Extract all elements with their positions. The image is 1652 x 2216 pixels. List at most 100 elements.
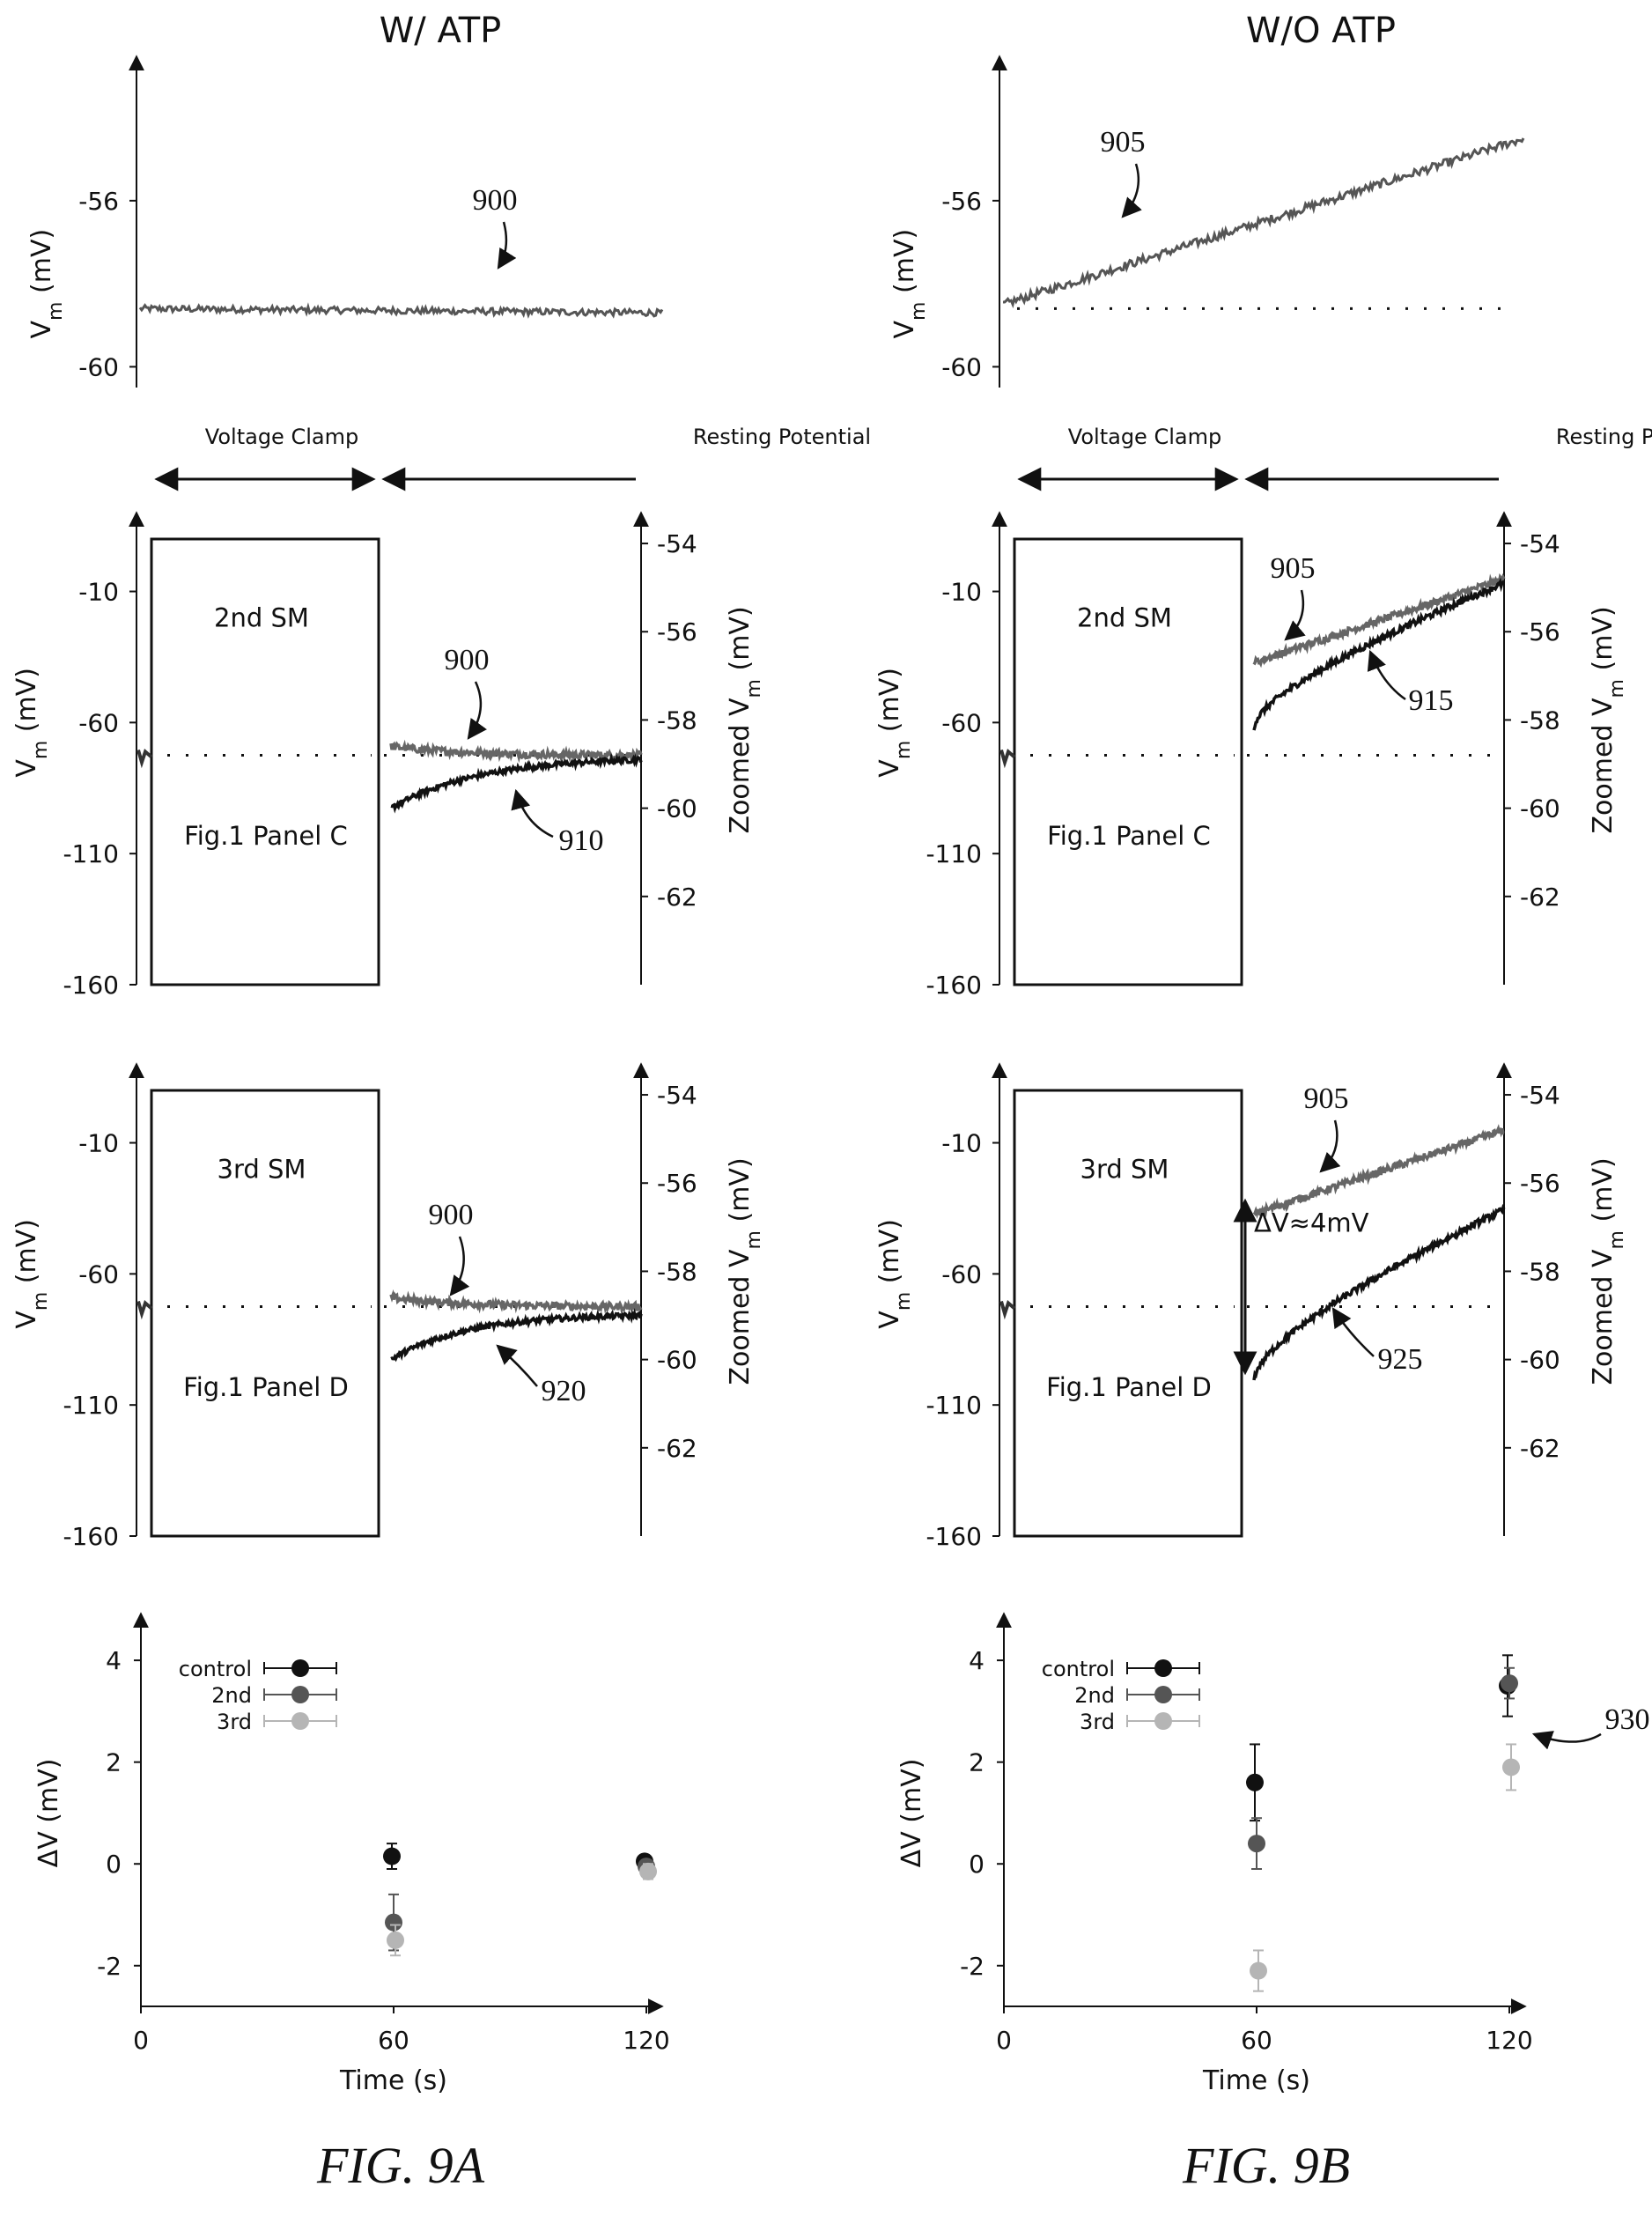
- y-tick-label: -56: [941, 187, 982, 216]
- x-tick-label: 60: [1241, 2026, 1272, 2055]
- section-label-resting-potential: Resting Potential: [693, 425, 871, 449]
- panel-header: W/O ATP: [1246, 11, 1396, 51]
- legend-label-2nd: 2nd: [211, 1683, 252, 1708]
- callout-label-915: 915: [1409, 684, 1454, 717]
- y-tick-label: 4: [969, 1646, 985, 1675]
- callout-label-905: 905: [1101, 126, 1146, 159]
- x-tick-label: 120: [1486, 2026, 1532, 2055]
- left-axis-label: Vm (mV): [874, 668, 915, 778]
- legend-label-control: control: [1042, 1657, 1115, 1681]
- right-tick-label: -62: [1520, 883, 1560, 912]
- legend-marker-2nd: [1154, 1686, 1172, 1703]
- trace-905: [1003, 137, 1525, 309]
- legend-label-3rd: 3rd: [1080, 1710, 1115, 1734]
- caption-fig-9a: FIG. 9A: [316, 2137, 485, 2194]
- delta-v-annotation: ΔV≈4mV: [1254, 1208, 1369, 1237]
- legend-marker-control: [1154, 1659, 1172, 1677]
- right-axis-label: Zoomed Vm (mV): [1588, 1157, 1628, 1385]
- y-tick-label: -2: [960, 1952, 985, 1981]
- left-tick-label: -10: [78, 1129, 119, 1158]
- figure-layer: W/ ATP -56 -60 Vm (mV) 900 W/O ATP -56 -60 Vm (m…: [11, 11, 1652, 2194]
- callout-label-900: 900: [429, 1199, 474, 1231]
- left-tick-label: -10: [941, 1129, 982, 1158]
- callout-label-900: 900: [473, 184, 518, 217]
- trace-905: [1252, 572, 1506, 668]
- trace-925: [1252, 1203, 1506, 1381]
- legend-marker-2nd: [291, 1686, 309, 1703]
- right-tick-label: -56: [657, 617, 697, 646]
- right-tick-label: -54: [1520, 1081, 1560, 1110]
- trace-920: [390, 1308, 643, 1363]
- panel-header: W/ ATP: [380, 11, 502, 51]
- callout-label-905: 905: [1271, 552, 1316, 585]
- callout-arrow: [449, 1236, 470, 1296]
- section-label-voltage-clamp: Voltage Clamp: [205, 425, 358, 449]
- trace-900: [389, 739, 643, 765]
- y-axis-label: Vm (mV): [889, 229, 930, 339]
- callout-label-900: 900: [445, 644, 490, 676]
- y-axis-label: Vm (mV): [26, 229, 67, 339]
- y-tick-label: 2: [969, 1748, 985, 1777]
- callout-label-925: 925: [1378, 1343, 1423, 1376]
- x-tick-label: 0: [996, 2026, 1012, 2055]
- data-point-2nd: [1248, 1835, 1265, 1853]
- callout-label-910: 910: [559, 824, 604, 857]
- legend-marker-3rd: [291, 1712, 309, 1730]
- right-tick-label: -58: [1520, 705, 1560, 735]
- callout-arrow: [496, 1344, 538, 1387]
- data-point-3rd: [1250, 1961, 1267, 1980]
- left-axis-label: Vm (mV): [11, 1219, 52, 1329]
- right-tick-label: -54: [657, 529, 697, 558]
- right-tick-label: -60: [657, 1346, 697, 1375]
- left-tick-label: -160: [926, 1522, 982, 1551]
- pre-clamp-trace: [136, 749, 153, 769]
- data-point-control: [383, 1847, 401, 1865]
- legend-label-2nd: 2nd: [1074, 1683, 1115, 1708]
- left-axis-label: Vm (mV): [11, 668, 52, 778]
- x-axis-label: Time (s): [339, 2065, 447, 2096]
- right-tick-label: -60: [1520, 794, 1560, 824]
- right-tick-label: -56: [1520, 1169, 1560, 1198]
- y-tick-label: -2: [97, 1952, 122, 1981]
- callout-arrow: [1367, 649, 1406, 701]
- callout-arrow: [511, 788, 554, 838]
- voltage-clamp-box: [150, 1089, 380, 1538]
- legend-label-3rd: 3rd: [217, 1710, 252, 1734]
- trace-910: [390, 752, 643, 814]
- callout-arrow: [1319, 1119, 1341, 1173]
- box-label-top: 2nd SM: [214, 603, 309, 633]
- legend-marker-3rd: [1154, 1712, 1172, 1730]
- voltage-clamp-box: [1013, 537, 1243, 986]
- data-point-2nd: [385, 1913, 402, 1932]
- right-tick-label: -62: [657, 883, 697, 912]
- y-tick-label: 2: [106, 1748, 122, 1777]
- right-tick-label: -60: [657, 794, 697, 824]
- right-tick-label: -54: [657, 1081, 697, 1110]
- x-tick-label: 60: [378, 2026, 409, 2055]
- right-axis-label: Zoomed Vm (mV): [725, 606, 765, 833]
- box-label-bottom: Fig.1 Panel D: [183, 1372, 349, 1402]
- data-point-2nd: [1501, 1674, 1518, 1693]
- y-tick-label: -60: [78, 352, 119, 381]
- legend-label-control: control: [179, 1657, 252, 1681]
- right-tick-label: -56: [657, 1169, 697, 1198]
- section-label-voltage-clamp: Voltage Clamp: [1068, 425, 1221, 449]
- data-point-3rd: [387, 1931, 404, 1949]
- callout-arrow: [1121, 163, 1142, 218]
- y-tick-label: 0: [969, 1850, 985, 1879]
- left-tick-label: -110: [63, 1391, 119, 1420]
- y-tick-label: -60: [941, 352, 982, 381]
- box-label-bottom: Fig.1 Panel C: [184, 821, 348, 851]
- callout-arrow: [1284, 589, 1306, 641]
- box-label-bottom: Fig.1 Panel C: [1047, 821, 1211, 851]
- trace-900: [138, 302, 664, 319]
- section-label-resting-potential: Resting Potential: [1556, 425, 1652, 449]
- voltage-clamp-box: [150, 537, 380, 986]
- y-axis-label: ΔV (mV): [33, 1759, 64, 1868]
- right-tick-label: -60: [1520, 1346, 1560, 1375]
- y-tick-label: -56: [78, 187, 119, 216]
- left-tick-label: -110: [926, 839, 982, 868]
- left-axis-label: Vm (mV): [874, 1219, 915, 1329]
- pre-clamp-trace: [999, 1300, 1016, 1320]
